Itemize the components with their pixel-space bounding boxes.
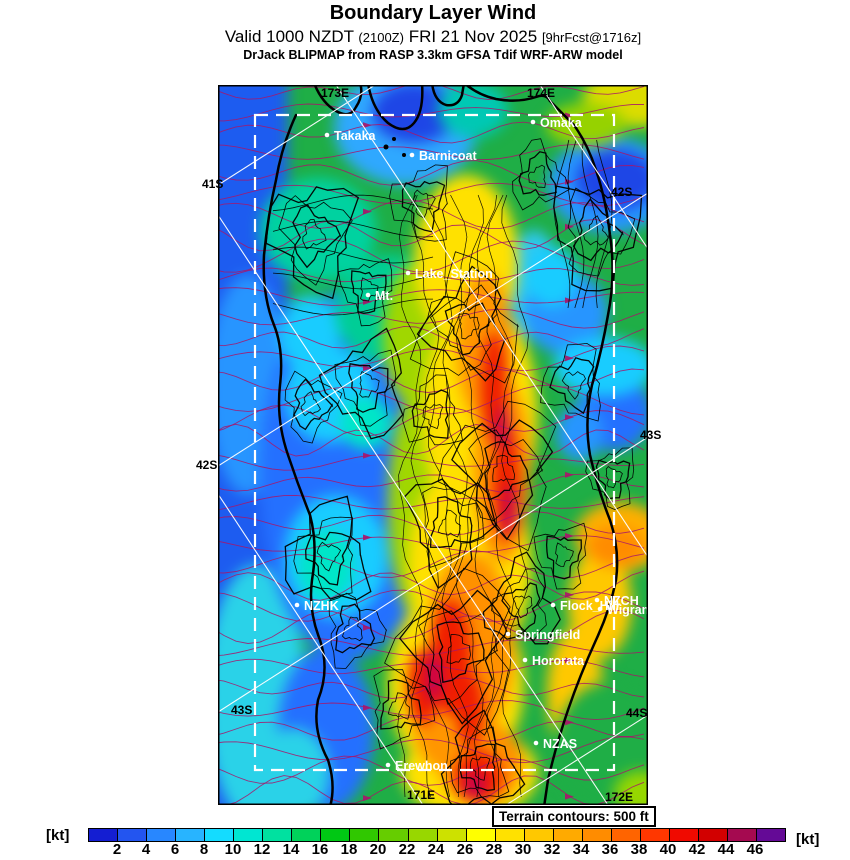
islets [383,137,406,157]
lat-label-42s-right: 42S [611,185,633,199]
header: Boundary Layer Wind Valid 1000 NZDT (210… [16,0,850,62]
colorbar [88,828,786,842]
lon-label-171e: 171E [407,788,436,802]
station-label: Erewhon [395,759,448,773]
station-label: Hororata [532,654,585,668]
station-label: Barnicoat [419,149,477,163]
lon-label-174e: 174E [527,86,556,100]
station-label: NZAS [543,737,577,751]
graticule [218,85,648,805]
station-markers: Takaka Barnicoat Omaka Lake_Station Mt. … [294,116,648,773]
station-label: Lake_Station [415,267,493,281]
wind-map: Takaka Barnicoat Omaka Lake_Station Mt. … [218,85,648,805]
station-label: NZHK [304,599,339,613]
valid-main: Valid 1000 NZDT [224,27,354,46]
terrain-contours-note: Terrain contours: 500 ft [492,806,656,827]
map-border [218,85,648,805]
valid-time-line: Valid 1000 NZDT (2100Z) FRI 21 Nov 2025 … [16,27,850,47]
model-line: DrJack BLIPMAP from RASP 3.3km GFSA Tdif… [243,48,623,62]
lat-label-42s-left: 42S [196,458,218,472]
lon-label-172e: 172E [605,790,634,804]
wind-map-svg: Takaka Barnicoat Omaka Lake_Station Mt. … [218,85,648,805]
lat-label-44s: 44S [626,706,648,720]
station-label: Springfield [515,628,580,642]
colorbar-unit-left: [kt] [46,827,70,844]
colorbar-ticks: 2 4 6 8 10 12 14 16 18 20 22 24 26 28 30 32 34 36 38 40 42 44… [112,841,764,858]
lat-label-41s: 41S [202,177,224,191]
station-label: Omaka [540,116,583,130]
station-label: Mt. [375,289,393,303]
streamlines-layer [218,85,645,805]
lat-label-43s-right: 43S [640,428,662,442]
station-label: NZCH [604,594,639,608]
valid-zulu: (2100Z) [358,30,404,45]
domain-boundary-dashed [253,113,616,772]
lon-label-173e: 173E [321,86,350,100]
lat-label-43s-bottom: 43S [231,703,253,717]
station-label: Wigram [607,603,648,617]
page-title: Boundary Layer Wind [329,2,537,24]
station-label: Takaka [334,129,377,143]
valid-date: FRI 21 Nov 2025 [408,27,538,46]
forecast-tag: [9hrFcst@1716z] [541,30,642,45]
station-label: Flock_Hill [560,599,619,613]
colorbar-unit-right: [kt] [796,831,820,848]
